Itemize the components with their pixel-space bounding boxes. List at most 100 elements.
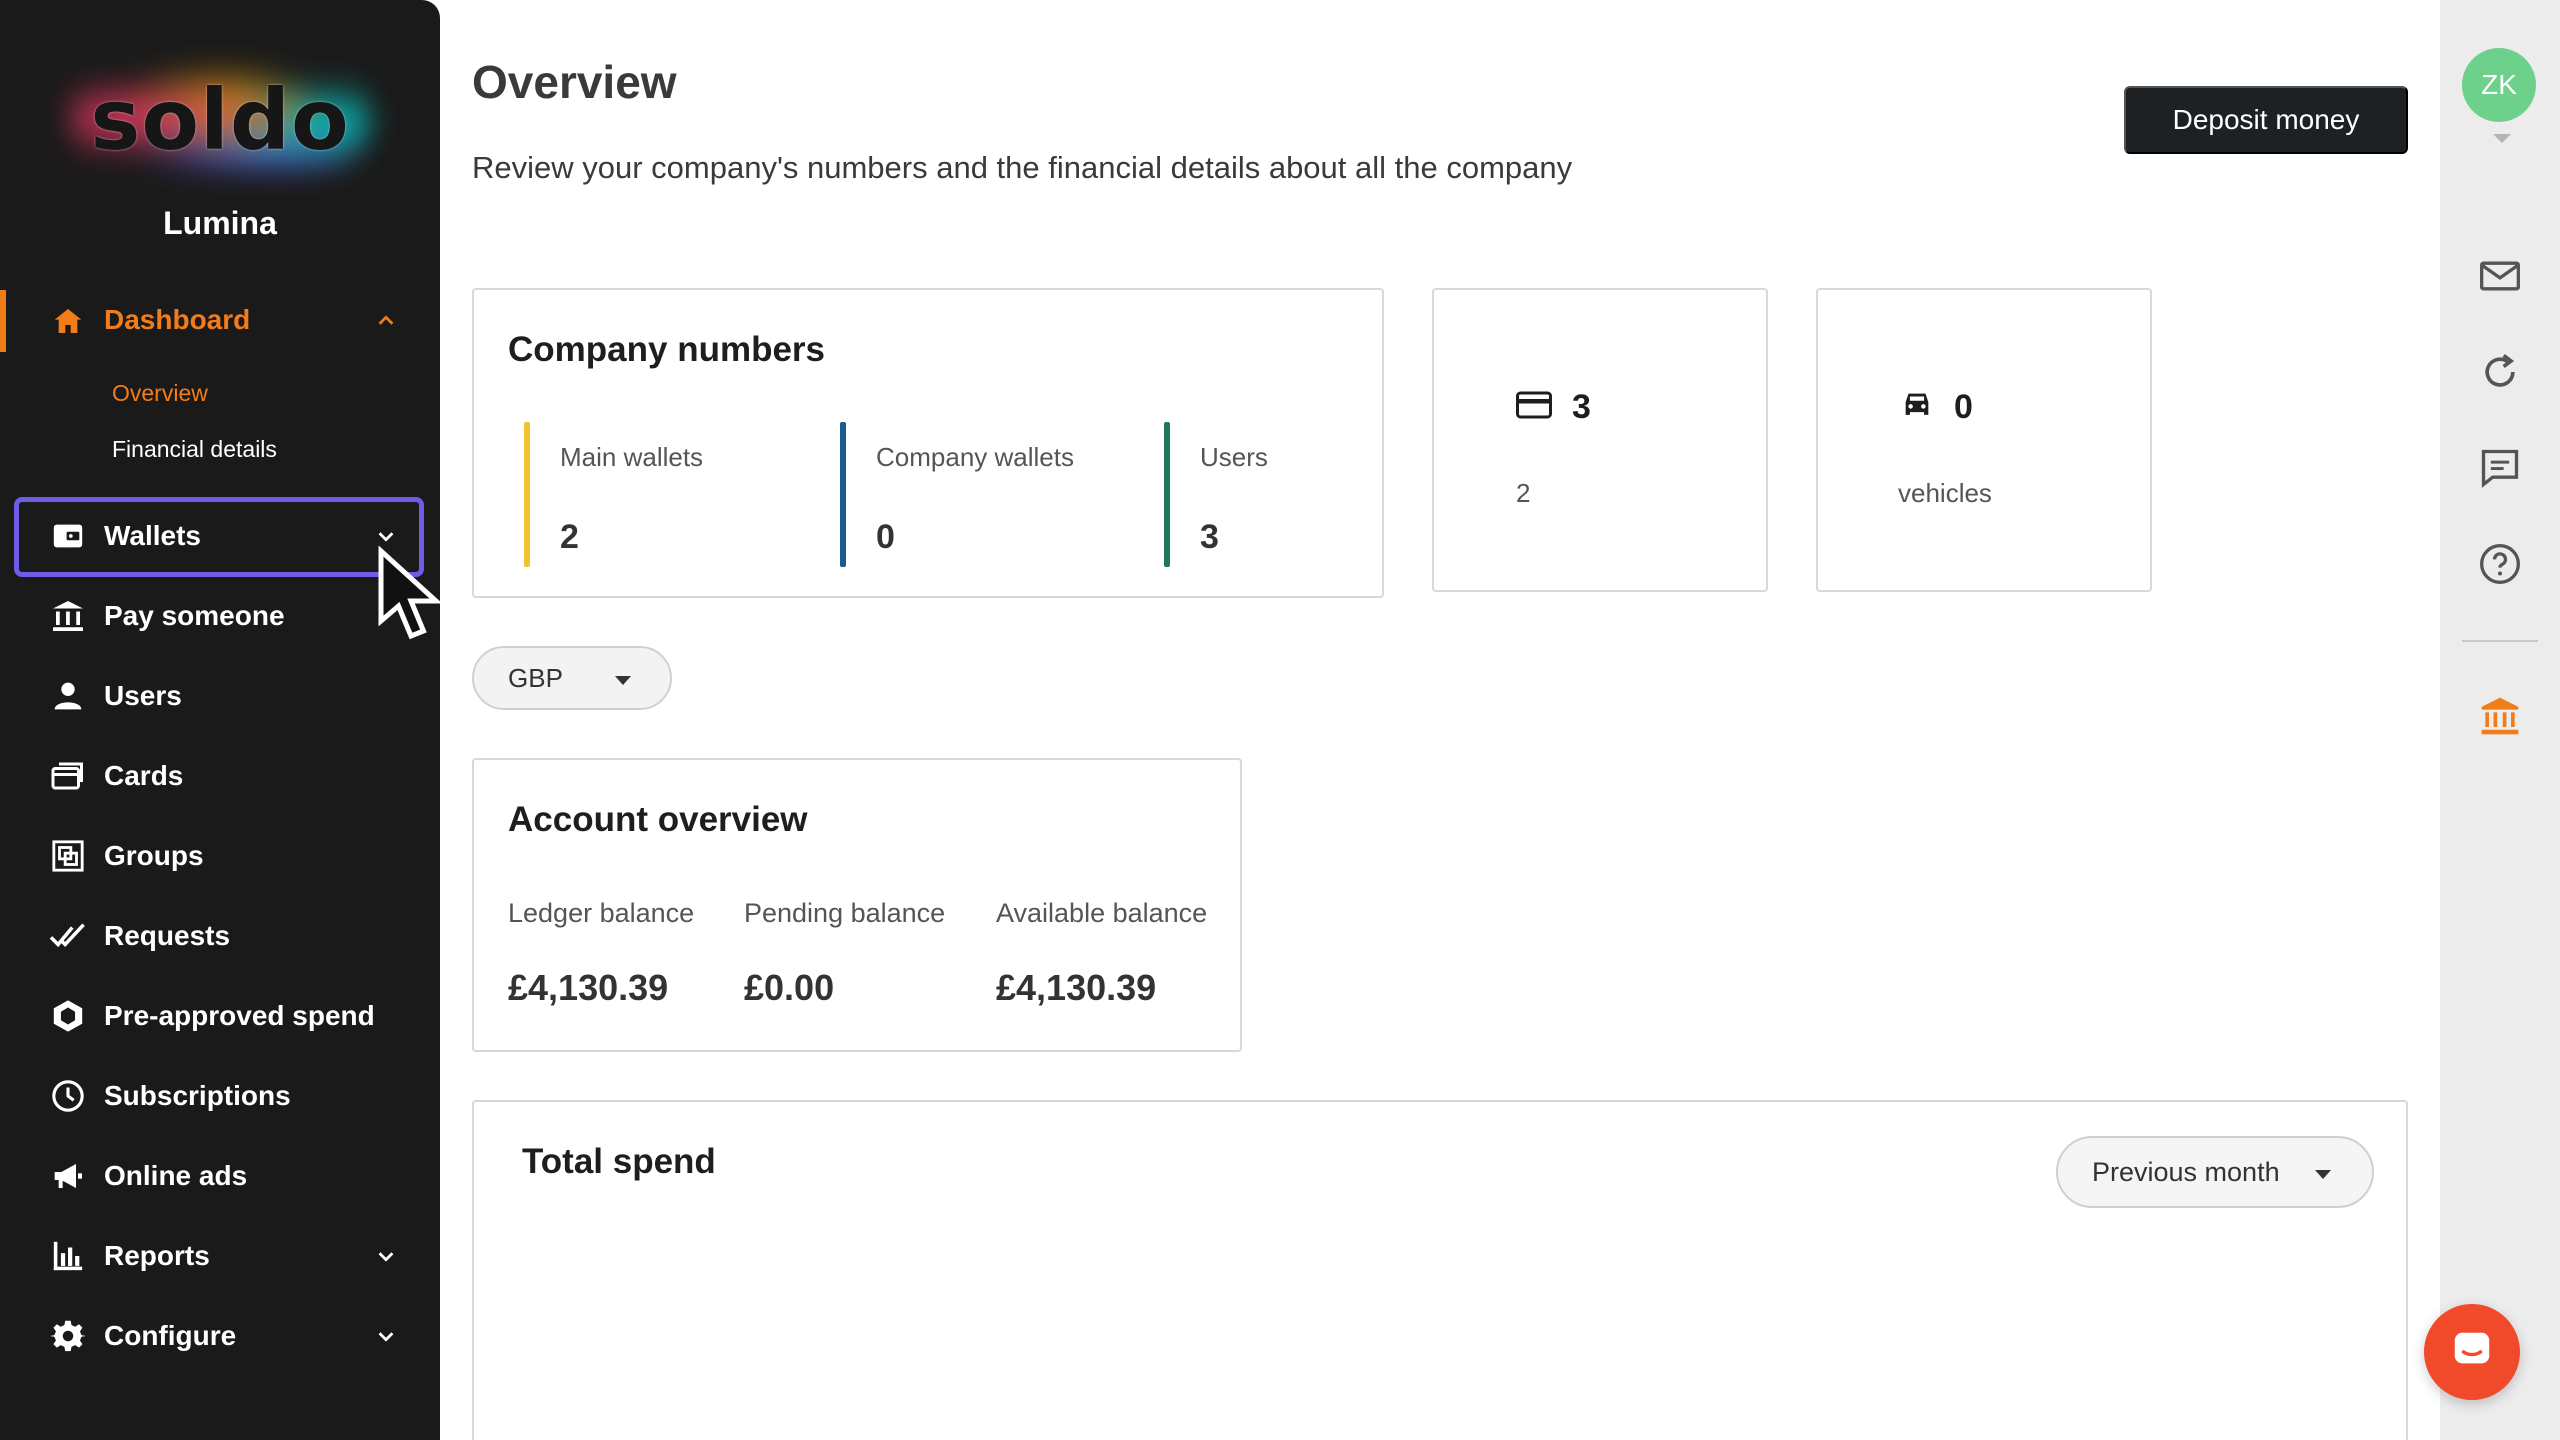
support-chat-button[interactable] [2424, 1304, 2520, 1400]
double-check-icon [48, 916, 88, 956]
stat-users: Users 3 [1164, 422, 1464, 567]
stat-color-bar [524, 422, 530, 567]
sidebar-item-configure[interactable]: Configure [0, 1304, 440, 1368]
stat-label: Company wallets [876, 442, 1074, 472]
bar-chart-icon [48, 1236, 88, 1276]
page-subtitle: Review your company's numbers and the fi… [472, 150, 1573, 185]
credit-card-icon [1516, 391, 1552, 424]
stat-value: 3 [1200, 518, 1219, 556]
currency-select[interactable]: GBP [472, 646, 672, 710]
sidebar-item-pay-someone[interactable]: Pay someone [0, 584, 440, 648]
sidebar-item-label: Online ads [104, 1160, 248, 1191]
page-title: Overview [472, 56, 677, 108]
sidebar-item-label: Subscriptions [104, 1080, 291, 1111]
sidebar-item-label: Requests [104, 920, 231, 951]
period-value: Previous month [2092, 1156, 2280, 1187]
sidebar-item-label: Dashboard [104, 304, 251, 335]
groups-icon [48, 836, 88, 876]
chevron-down-icon[interactable] [372, 522, 400, 550]
bank-transfer-icon [48, 596, 88, 636]
car-icon [1900, 390, 1934, 425]
ledger-balance: Ledger balance £4,130.39 [508, 898, 694, 1009]
wallet-icon [48, 516, 88, 556]
balance-value: £0.00 [744, 967, 835, 1008]
chevron-up-icon[interactable] [372, 307, 400, 335]
deposit-money-button[interactable]: Deposit money [2124, 86, 2408, 154]
account-overview-card: Account overview Ledger balance £4,130.3… [472, 758, 1242, 1052]
period-select[interactable]: Previous month [2056, 1136, 2374, 1208]
sidebar: soldo Lumina Dashboard Overview Financia… [0, 0, 440, 1440]
stat-label: Users [1200, 442, 1268, 472]
card-title: Account overview [508, 800, 808, 839]
hexagon-icon [48, 996, 88, 1036]
sidebar-item-label: Pay someone [104, 600, 285, 631]
card-title: Company numbers [508, 330, 825, 369]
sidebar-item-wallets[interactable]: Wallets [0, 504, 440, 568]
logo-glow [70, 63, 370, 173]
stat-value: 0 [876, 518, 895, 556]
mail-icon[interactable] [2478, 254, 2522, 298]
balance-value: £4,130.39 [996, 967, 1157, 1008]
card-title: Total spend [522, 1142, 716, 1181]
rail-divider [2462, 640, 2538, 642]
avatar-caret-icon[interactable] [2492, 132, 2512, 148]
logo-text: soldo [90, 71, 350, 169]
stat-company-wallets: Company wallets 0 [840, 422, 1140, 567]
stat-value: 2 [560, 518, 579, 556]
sidebar-item-users[interactable]: Users [0, 664, 440, 728]
sidebar-item-pre-approved-spend[interactable]: Pre-approved spend [0, 984, 440, 1048]
sidebar-item-subscriptions[interactable]: Subscriptions [0, 1064, 440, 1128]
help-icon[interactable] [2478, 542, 2522, 586]
sidebar-item-label: Reports [104, 1240, 210, 1271]
refresh-icon[interactable] [2478, 350, 2522, 394]
cards-summary-card[interactable]: 3 2 [1432, 288, 1768, 592]
megaphone-icon [48, 1156, 88, 1196]
bank-icon[interactable] [2478, 694, 2522, 738]
cards-icon [48, 756, 88, 796]
stat-main-wallets: Main wallets 2 [524, 422, 824, 567]
active-accent-bar [0, 290, 6, 352]
balance-label: Pending balance [744, 898, 946, 928]
vehicles-summary-row: 0 [1900, 388, 1973, 427]
chevron-down-icon[interactable] [372, 1322, 400, 1350]
sidebar-item-dashboard[interactable]: Dashboard [0, 290, 440, 352]
sidebar-item-label: Groups [104, 840, 204, 871]
wallets-focus-outline [14, 497, 424, 577]
balance-label: Available balance [996, 898, 1208, 928]
sidebar-subitem-financial-details[interactable]: Financial details [112, 436, 277, 462]
right-rail: ZK [2440, 0, 2560, 1440]
user-icon [48, 676, 88, 716]
sidebar-item-label: Pre-approved spend [104, 1000, 375, 1031]
vehicles-count: 0 [1954, 388, 1973, 426]
caret-down-icon [2314, 1168, 2332, 1186]
sidebar-item-reports[interactable]: Reports [0, 1224, 440, 1288]
cards-summary-row: 3 [1516, 388, 1591, 427]
home-icon [48, 301, 88, 341]
company-name: Lumina [163, 205, 277, 241]
pending-balance: Pending balance £0.00 [744, 898, 945, 1009]
balance-label: Ledger balance [508, 898, 695, 928]
balance-value: £4,130.39 [508, 967, 669, 1008]
sidebar-item-online-ads[interactable]: Online ads [0, 1144, 440, 1208]
avatar[interactable]: ZK [2462, 48, 2536, 122]
sidebar-item-requests[interactable]: Requests [0, 904, 440, 968]
sidebar-item-label: Wallets [104, 520, 201, 551]
caret-down-icon [614, 674, 632, 692]
soldo-logo[interactable]: soldo [60, 55, 380, 185]
sidebar-item-groups[interactable]: Groups [0, 824, 440, 888]
chevron-down-icon[interactable] [372, 1242, 400, 1270]
sidebar-item-label: Users [104, 680, 182, 711]
chat-icon[interactable] [2478, 446, 2522, 490]
stat-color-bar [1164, 422, 1170, 567]
mouse-cursor-icon [376, 545, 446, 646]
cards-count: 3 [1572, 388, 1591, 426]
chat-bubble-icon [2449, 1327, 2495, 1378]
sidebar-item-cards[interactable]: Cards [0, 744, 440, 808]
vehicles-summary-card[interactable]: 0 vehicles [1816, 288, 2152, 592]
clock-icon [48, 1076, 88, 1116]
sidebar-subitem-overview[interactable]: Overview [112, 380, 208, 406]
total-spend-card: Total spend Previous month [472, 1100, 2408, 1440]
cards-sub-value: 2 [1516, 478, 1531, 508]
currency-value: GBP [508, 662, 563, 693]
gear-icon [48, 1316, 88, 1356]
